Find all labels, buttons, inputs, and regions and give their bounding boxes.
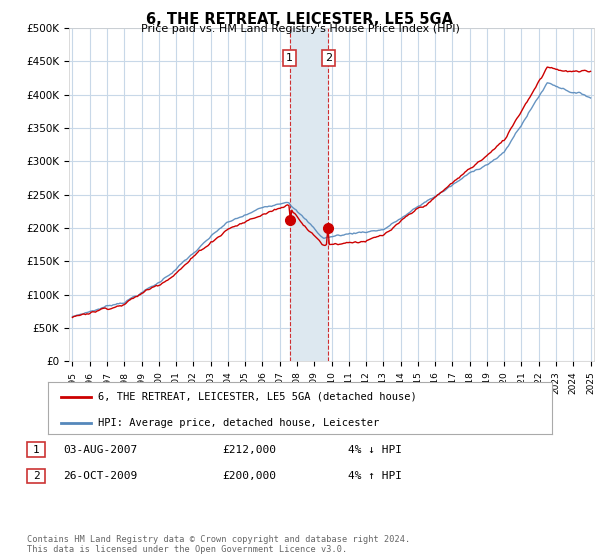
Text: 1: 1: [32, 445, 40, 455]
Bar: [290, 28, 328, 361]
Text: 4% ↑ HPI: 4% ↑ HPI: [348, 471, 402, 481]
Text: 03-AUG-2007: 03-AUG-2007: [63, 445, 137, 455]
Text: £200,000: £200,000: [222, 471, 276, 481]
Text: 6, THE RETREAT, LEICESTER, LE5 5GA (detached house): 6, THE RETREAT, LEICESTER, LE5 5GA (deta…: [98, 392, 417, 402]
Text: 4% ↓ HPI: 4% ↓ HPI: [348, 445, 402, 455]
Text: 1: 1: [286, 53, 293, 63]
Text: HPI: Average price, detached house, Leicester: HPI: Average price, detached house, Leic…: [98, 418, 380, 428]
Text: 2: 2: [325, 53, 332, 63]
Text: £212,000: £212,000: [222, 445, 276, 455]
Text: 6, THE RETREAT, LEICESTER, LE5 5GA: 6, THE RETREAT, LEICESTER, LE5 5GA: [146, 12, 454, 27]
Text: Contains HM Land Registry data © Crown copyright and database right 2024.
This d: Contains HM Land Registry data © Crown c…: [27, 535, 410, 554]
Text: Price paid vs. HM Land Registry's House Price Index (HPI): Price paid vs. HM Land Registry's House …: [140, 24, 460, 34]
Text: 2: 2: [32, 471, 40, 481]
Text: 26-OCT-2009: 26-OCT-2009: [63, 471, 137, 481]
